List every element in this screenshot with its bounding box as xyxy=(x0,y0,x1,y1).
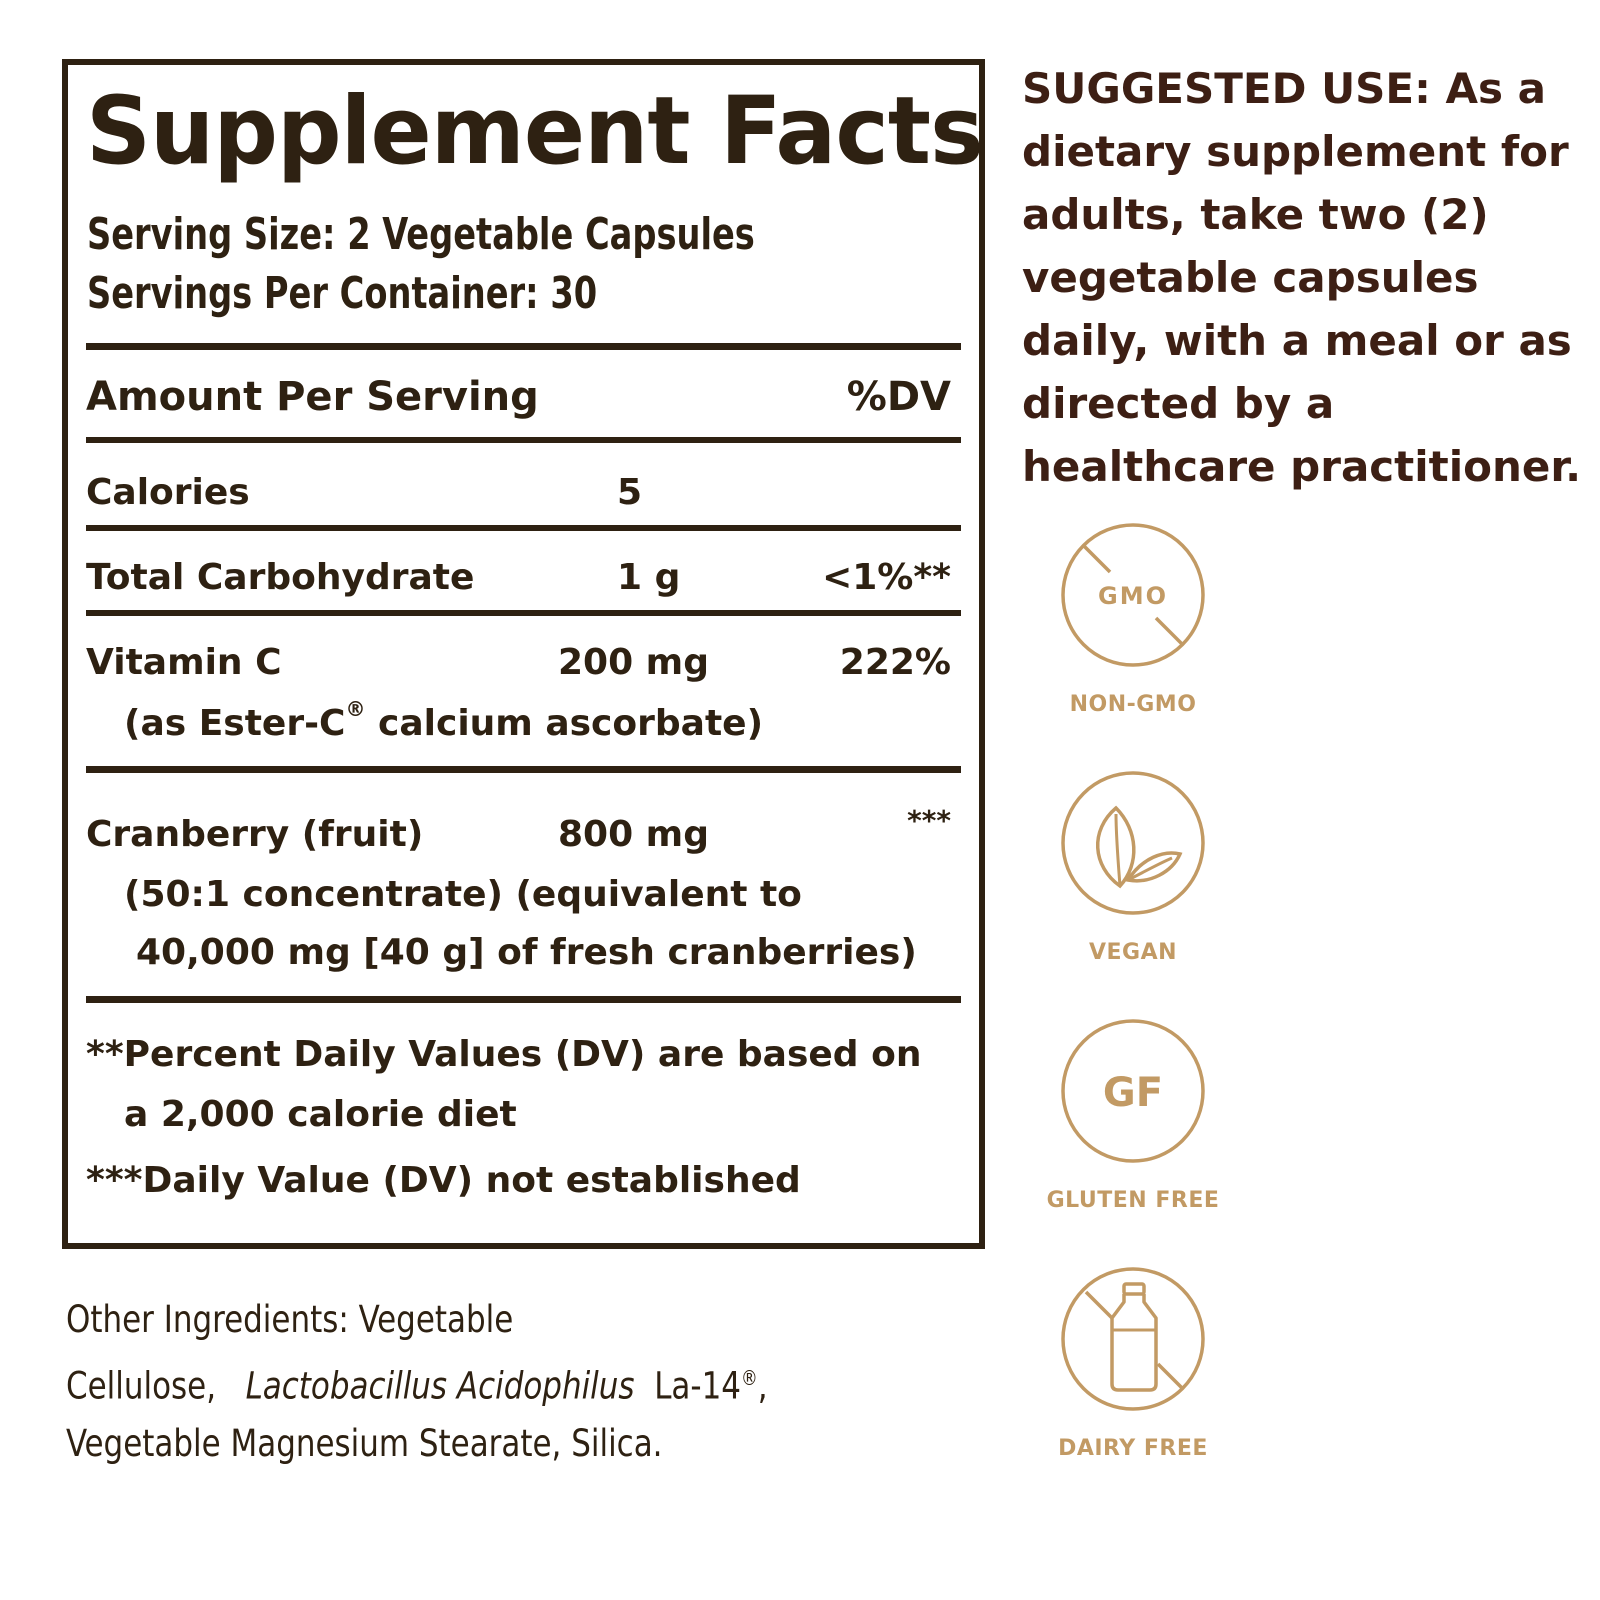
badge-label-gluten-free: GLUTEN FREE xyxy=(1046,1188,1220,1213)
footnote-percent-dv-cont: a 2,000 calorie diet xyxy=(124,1094,517,1135)
servings-per-container: Servings Per Container: 30 xyxy=(87,268,598,319)
non-gmo-icon: GMO xyxy=(1061,523,1205,667)
row-name-carbohydrate: Total Carbohydrate xyxy=(86,557,475,598)
dairy-free-badge: DAIRY FREE xyxy=(1038,1264,1228,1461)
footnote-dv-not-established: ***Daily Value (DV) not established xyxy=(86,1160,801,1201)
cranberry-equivalent: 40,000 mg [40 g] of fresh cranberries) xyxy=(136,932,917,973)
vegan-badge: VEGAN xyxy=(1038,768,1228,965)
badge-label-vegan: VEGAN xyxy=(1088,940,1178,965)
amount-per-serving-label: Amount Per Serving xyxy=(86,374,539,420)
gluten-free-icon: GF xyxy=(1061,1019,1205,1163)
row-name-calories: Calories xyxy=(86,472,250,513)
other-ingredients: Other Ingredients: Vegetable Cellulose, … xyxy=(66,1298,768,1466)
non-gmo-badge: GMO NON-GMO xyxy=(1038,520,1228,717)
row-name-vitamin-c: Vitamin C xyxy=(86,642,282,683)
row-dv-cranberry: *** xyxy=(907,804,951,837)
serving-size: Serving Size: 2 Vegetable Capsules xyxy=(87,209,755,260)
badge-label-non-gmo: NON-GMO xyxy=(1069,692,1197,717)
vegan-leaf-icon xyxy=(1061,771,1205,915)
gluten-free-badge: GF GLUTEN FREE xyxy=(1038,1016,1228,1213)
row-amount-vitamin-c: 200 mg xyxy=(558,642,709,683)
divider xyxy=(86,437,961,443)
vitamin-c-source: (as Ester-C® calcium ascorbate) xyxy=(124,697,764,744)
badge-label-dairy-free: DAIRY FREE xyxy=(1058,1436,1208,1461)
row-amount-carbohydrate: 1 g xyxy=(617,557,681,598)
cranberry-concentrate: (50:1 concentrate) (equivalent to xyxy=(124,874,802,915)
row-dv-carbohydrate: <1%** xyxy=(822,557,951,598)
dairy-free-bottle-icon xyxy=(1061,1267,1205,1411)
footnote-percent-dv: **Percent Daily Values (DV) are based on xyxy=(86,1034,922,1075)
row-name-cranberry: Cranberry (fruit) xyxy=(86,814,424,855)
row-amount-calories: 5 xyxy=(617,472,643,513)
supplement-facts-panel: Supplement Facts Serving Size: 2 Vegetab… xyxy=(62,59,985,1249)
divider xyxy=(86,525,961,531)
row-amount-cranberry: 800 mg xyxy=(558,814,709,855)
row-dv-vitamin-c: 222% xyxy=(839,642,951,683)
dv-header: %DV xyxy=(846,374,951,420)
divider-thick xyxy=(86,343,961,350)
divider xyxy=(86,766,961,773)
suggested-use: SUGGESTED USE: As a dietary supplement f… xyxy=(1022,64,1582,491)
gf-text: GF xyxy=(1103,1070,1163,1116)
divider xyxy=(86,996,961,1003)
gmo-text: GMO xyxy=(1098,582,1168,610)
divider xyxy=(86,610,961,616)
facts-title: Supplement Facts xyxy=(86,77,984,186)
